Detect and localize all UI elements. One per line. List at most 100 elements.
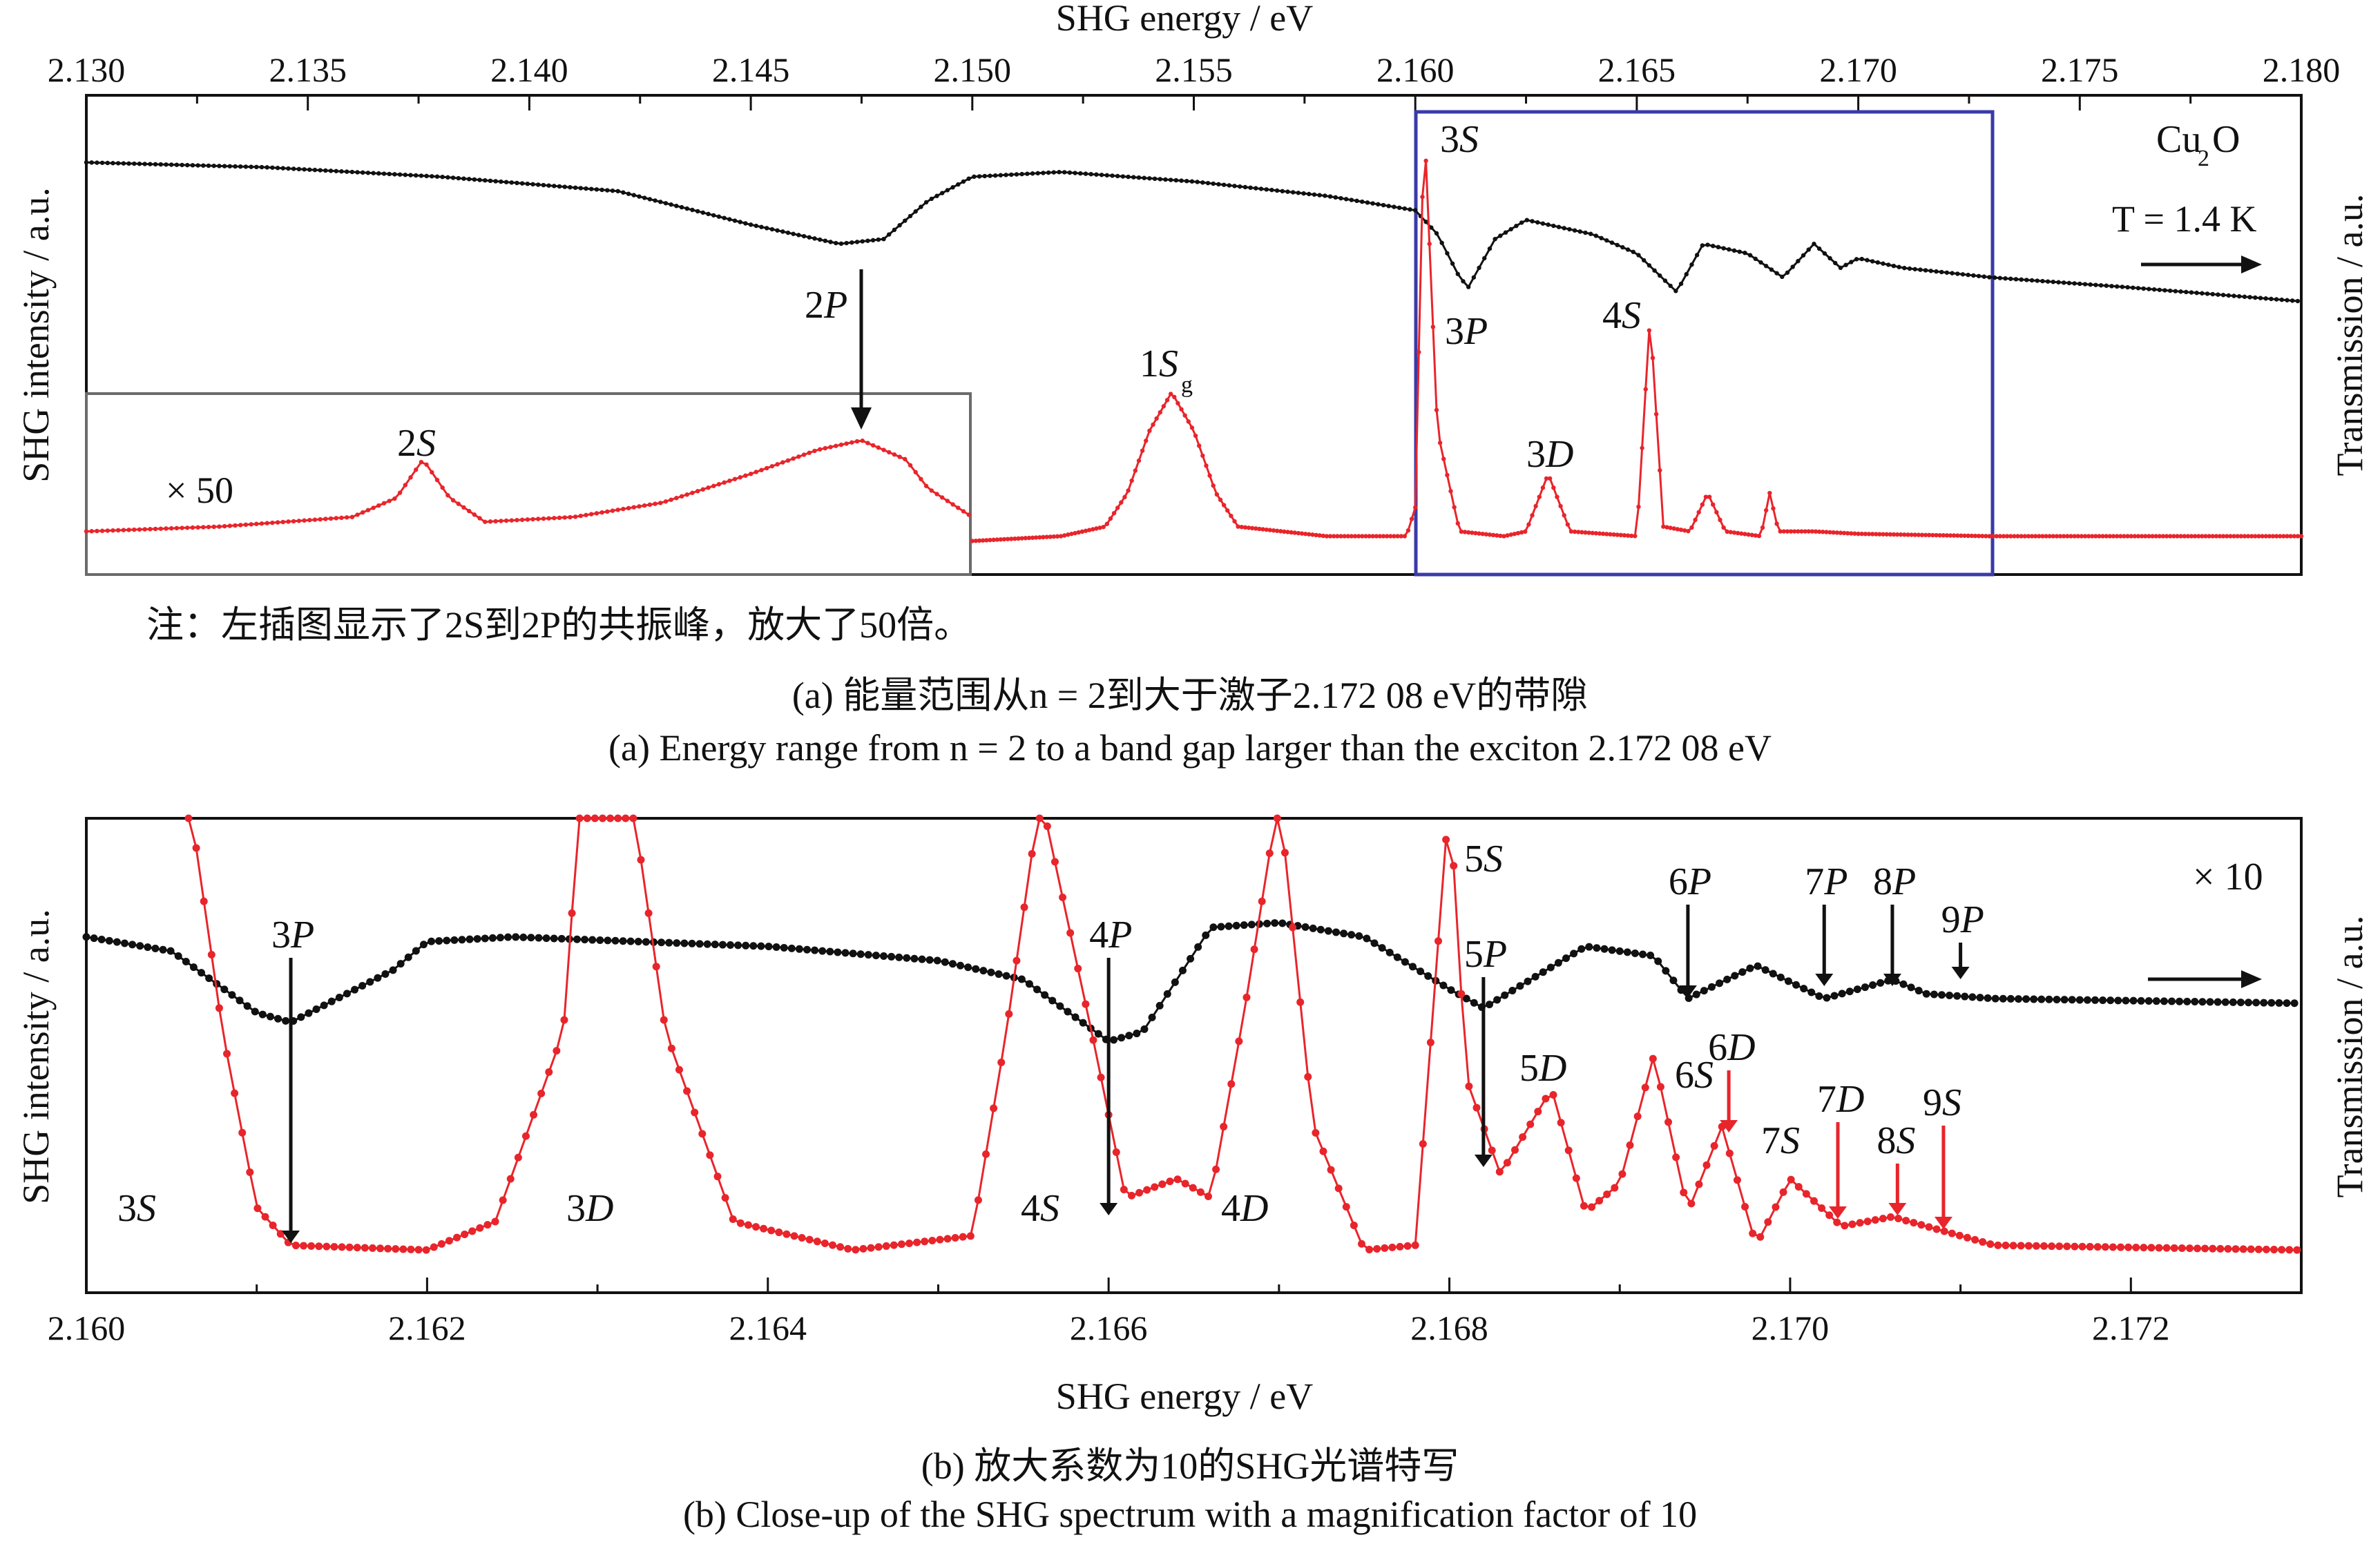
shg-b-point [207,951,215,959]
transmission-a-point [1445,251,1450,256]
shg-inset-x50-point [828,445,833,450]
transmission-a-point [249,164,253,169]
transmission-b-point [1877,979,1885,987]
shg-a-point [1622,532,1627,538]
shg-a-point [1714,510,1719,514]
transmission-b-point [1823,994,1831,1002]
transmission-a-point [461,176,466,181]
transmission-a-point [1019,171,1024,177]
transmission-a-point [2285,298,2290,302]
transmission-b-point [1593,944,1601,952]
shg-b-point [997,1058,1006,1066]
transmission-b-point [1907,983,1915,992]
shg-a-point [1388,534,1393,539]
shg-inset-x50-point [674,496,679,501]
shg-b-point [1787,1175,1795,1184]
transmission-a-point [732,218,738,223]
transmission-b-point [2099,996,2107,1004]
transmission-b-point [619,937,627,945]
shg-b-point [1212,1165,1220,1173]
shg-a-point [1555,494,1560,499]
shg-b-point [1894,1214,1903,1222]
shg-b-point [1863,1217,1872,1226]
shg-inset-x50-point [679,494,684,499]
shg-b-point [2017,1242,2025,1250]
panel-a-tick-marks [85,95,2303,110]
shg-a-point [1051,534,1057,539]
transmission-a-point [801,233,807,239]
shg-inset-x50-point [222,523,227,529]
transmission-b-point [2114,996,2122,1005]
transmission-a-point [1274,188,1280,193]
shg-a-point [1675,527,1680,532]
transmission-b-point [1984,994,1992,1002]
transmission-a-point [1801,253,1806,258]
transmission-a-point [355,170,360,175]
label-8S: 8S [1877,1119,1915,1162]
transmission-b-point [972,965,980,973]
shg-a-point [1409,517,1414,521]
shg-inset-x50-point [764,465,769,471]
shg-inset-x50-point [865,441,870,445]
transmission-b-point [136,942,144,950]
arrow-2P-head [851,407,872,430]
shg-b-point [1810,1197,1818,1205]
shg-a-point [1374,534,1379,539]
transmission-a-point [1317,193,1322,197]
transmission-a-point [1694,253,1700,258]
shg-a-point [1001,537,1007,542]
transmission-a-point [2210,291,2215,297]
transmission-b-point [228,991,236,999]
shg-a-point [1664,525,1669,530]
shg-a-point [1122,494,1127,500]
transmission-a-point [695,209,700,214]
label-3S: 3S [117,1187,156,1230]
shg-inset-x50-point [684,492,689,497]
transmission-b-point [205,974,213,983]
shg-b-point [1189,1184,1197,1192]
shg-a-point [1600,531,1606,537]
shg-a-point [1257,526,1262,532]
shg-inset-x50-point [243,522,249,528]
transmission-a-point [854,240,860,244]
shg-inset-x50-point [424,462,429,468]
transmission-b-point [1247,921,1256,929]
shg-b-point [1265,849,1274,858]
transmission-b-point [611,936,620,945]
transmission-b-point [1187,954,1195,963]
shg-b-point [1779,1188,1787,1196]
shg-b-point [537,1089,546,1097]
transmission-b-point [1110,1036,1118,1044]
transmission-b-point [1800,985,1808,993]
shg-inset-x50-point [626,505,631,511]
shg-b-point [859,1244,867,1253]
transmission-b-point [1324,927,1332,935]
shg-b-point [430,1243,438,1251]
transmission-a-point [95,160,99,165]
shg-a-point [1831,530,1836,535]
shg-b-point [361,1244,369,1252]
shg-inset-x50-point [700,487,706,492]
transmission-a-point [1641,258,1647,263]
transmission-a-point [2147,287,2151,291]
transmission-a-point [1843,262,1848,267]
transmission-a-point [1067,170,1073,175]
transmission-a-point [573,185,578,191]
transmission-a-point [403,173,408,177]
shg-inset-x50-point [142,527,147,532]
transmission-b-point [519,933,528,941]
shg-a-point [1299,531,1305,536]
transmission-b-point [1922,990,1930,998]
shg-inset-x50-point [599,510,604,515]
shg-b-point [1196,1188,1205,1196]
shg-inset-x50-point [738,475,742,480]
shg-a-point [1990,534,1995,539]
shg-inset-x50-point [605,509,610,514]
shg-b-point [1151,1183,1159,1191]
shg-a-point [2220,534,2226,539]
shg-a-point [1771,506,1776,511]
transmission-a-point [1280,189,1285,193]
transmission-a-point [838,241,844,247]
shg-a-point [1310,532,1315,537]
transmission-b-point [1462,994,1470,1003]
